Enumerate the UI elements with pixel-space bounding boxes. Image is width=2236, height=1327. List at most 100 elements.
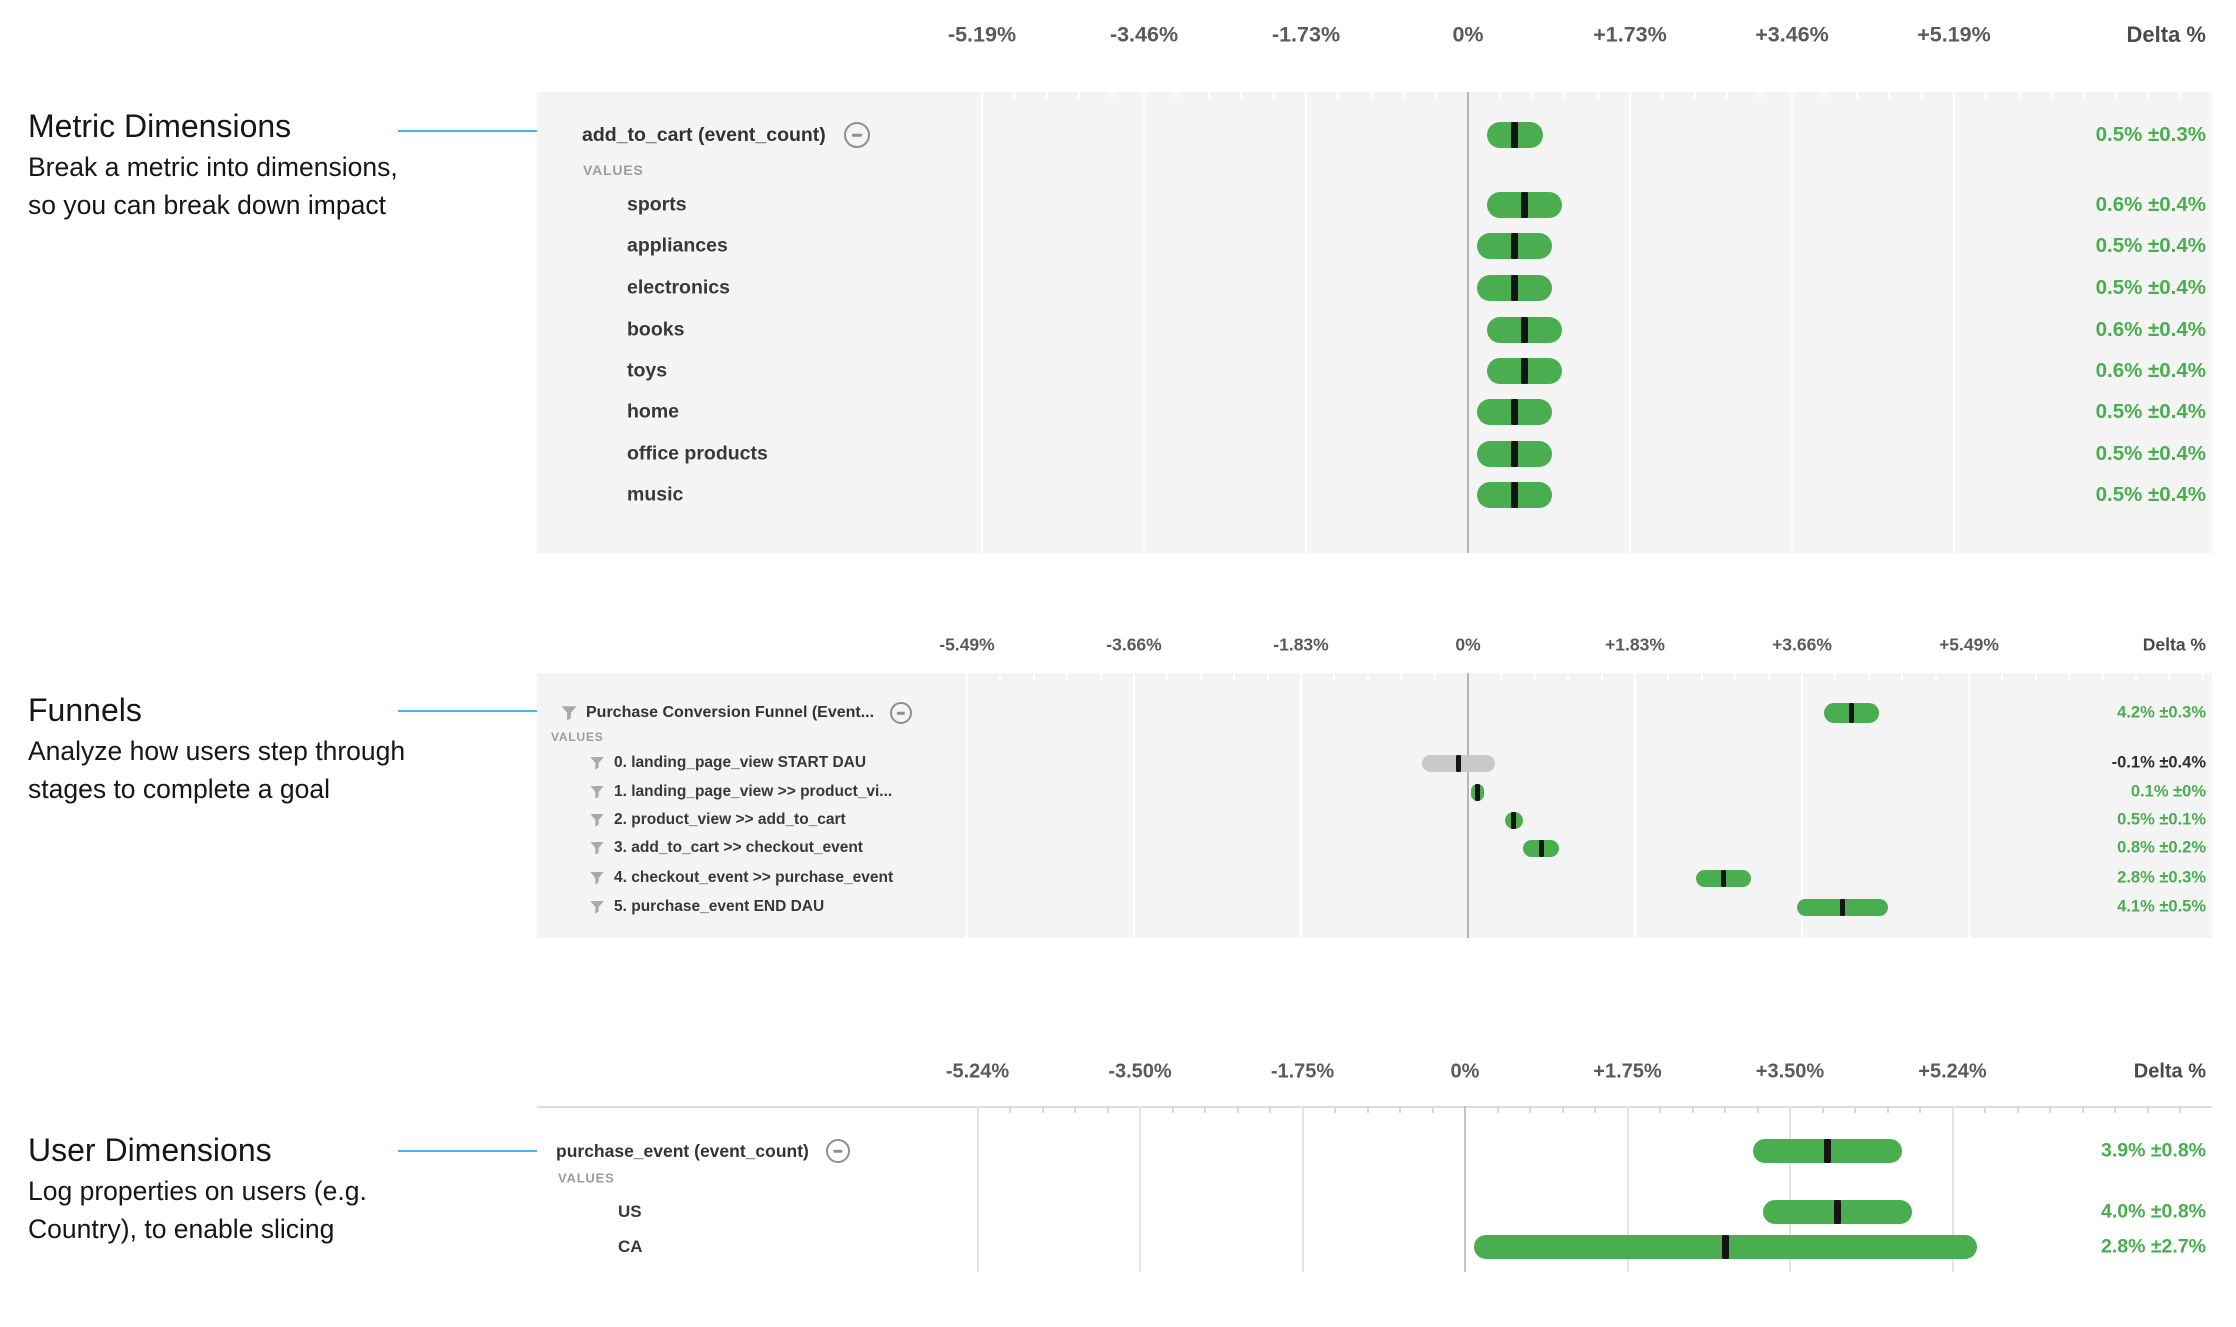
axis-minor-tick [1659,1106,1661,1113]
gridline [1139,1106,1141,1272]
axis-tick-label: +3.50% [1755,1060,1825,1083]
gridline [1301,1106,1304,1272]
axis-minor-tick [2068,673,2071,680]
mean-tick [1520,192,1528,218]
axis-tick-label: -3.46% [1109,22,1179,47]
dimension-row-label: sports [627,194,687,217]
gridline [966,673,968,938]
mean-tick [1833,1200,1841,1224]
axis-tick-label: -1.75% [1270,1060,1335,1083]
axis-tick-label: -3.66% [1106,634,1162,655]
metric-title-row: purchase_event (event_count) [556,1139,850,1163]
axis-tick-label: +5.19% [1917,22,1991,47]
axis-minor-tick [1266,673,1269,680]
collapse-minus-icon[interactable] [843,122,870,148]
annotation-metric-dimensions: Metric Dimensions Break a metric into di… [28,106,398,224]
chart-background [537,92,2212,553]
annotation-desc-line: stages to complete a goal [28,774,330,804]
axis-tick-label: +1.75% [1593,1060,1662,1083]
axis-tick-label: -5.49% [939,634,995,655]
axis-tick-label: -3.50% [1108,1060,1172,1083]
axis-minor-tick [2034,673,2037,680]
axis-minor-tick [1272,92,1275,99]
axis-minor-tick [1934,673,1937,680]
dimension-row-label: home [627,401,679,424]
axis-minor-tick [1400,673,1403,680]
axis-tick-label: +5.49% [1939,634,1999,655]
delta-value: 0.5% ±0.4% [2095,234,2206,257]
axis-minor-tick [1561,1106,1564,1113]
row-label-text: office products [627,442,768,465]
axis-tick-label: +1.83% [1605,634,1665,655]
axis-minor-tick [1500,673,1503,680]
axis-minor-tick [1919,1106,1921,1113]
gridline [1953,92,1955,553]
axis-minor-tick [1066,673,1069,680]
axis-minor-tick [1984,1106,1986,1113]
metric-title: purchase_event (event_count) [556,1140,809,1161]
axis-minor-tick [1236,1106,1239,1113]
collapse-minus-icon[interactable] [890,702,913,724]
delta-value: 4.0% ±0.8% [2100,1200,2206,1223]
axis-minor-tick [1691,1106,1694,1113]
axis-minor-tick [1767,673,1770,680]
axis-minor-tick [1564,92,1567,99]
axis-minor-tick [1567,673,1570,680]
axis-tick-label: +5.24% [1918,1060,1987,1083]
values-section-label: VALUES [558,1170,615,1186]
gridline [1143,92,1145,553]
row-label-text: appliances [627,234,728,257]
gridline [1968,673,1970,938]
axis-minor-tick [1204,1106,1206,1113]
filter-funnel-icon [589,784,605,800]
axis-minor-tick [1078,92,1081,99]
dimension-row-label: 2. product_view >> add_to_cart [589,811,846,829]
axis-minor-tick [1269,1106,1271,1113]
annotation-desc-line: Analyze how users step through [28,736,406,766]
gridline [1951,1106,1954,1272]
mean-tick [1511,811,1517,829]
axis-tick-label: -1.83% [1273,634,1329,655]
axis-minor-tick [1886,1106,1889,1113]
axis-tick-label: +3.46% [1755,22,1829,47]
delta-value: 2.8% ±2.7% [2100,1235,2206,1258]
axis-minor-tick [1596,92,1599,99]
row-label-text: books [627,318,685,341]
axis-tick-label: +3.66% [1772,634,1832,655]
mean-tick [1520,358,1528,384]
axis-tick-label: +1.73% [1593,22,1667,47]
axis-tick-label: -1.73% [1271,22,1341,47]
axis-minor-tick [1369,92,1372,99]
gridline [1626,1106,1629,1272]
axis-minor-tick [1110,92,1113,99]
axis-minor-tick [2147,92,2150,99]
filter-funnel-icon [589,870,605,886]
chart-background [537,673,2212,938]
mean-tick [1456,754,1462,772]
axis-minor-tick [1434,92,1437,99]
dimension-row-label: 0. landing_page_view START DAU [589,754,866,772]
axis-minor-tick [1985,92,1988,99]
axis-tick-label: 0% [1455,634,1481,655]
filter-funnel-icon [589,840,605,856]
filter-funnel-icon [589,755,605,771]
axis-minor-tick [1240,92,1243,99]
axis-minor-tick [1855,92,1858,99]
axis-minor-tick [1533,673,1536,680]
mean-tick [1511,399,1519,425]
gridline [1133,673,1135,938]
axis-minor-tick [1888,92,1891,99]
collapse-minus-icon[interactable] [825,1139,850,1163]
mean-tick [1839,898,1845,916]
row-label-text: 0. landing_page_view START DAU [614,754,867,771]
delta-value: 0.5% ±0.4% [2095,442,2206,465]
axis-minor-tick [2168,673,2171,680]
axis-minor-tick [1171,1106,1174,1113]
axis-minor-tick [2114,1106,2116,1113]
connector-line [398,1150,550,1152]
gridline [1791,92,1793,553]
axis-minor-tick [1366,1106,1369,1113]
delta-value: 0.5% ±0.1% [2117,810,2206,829]
